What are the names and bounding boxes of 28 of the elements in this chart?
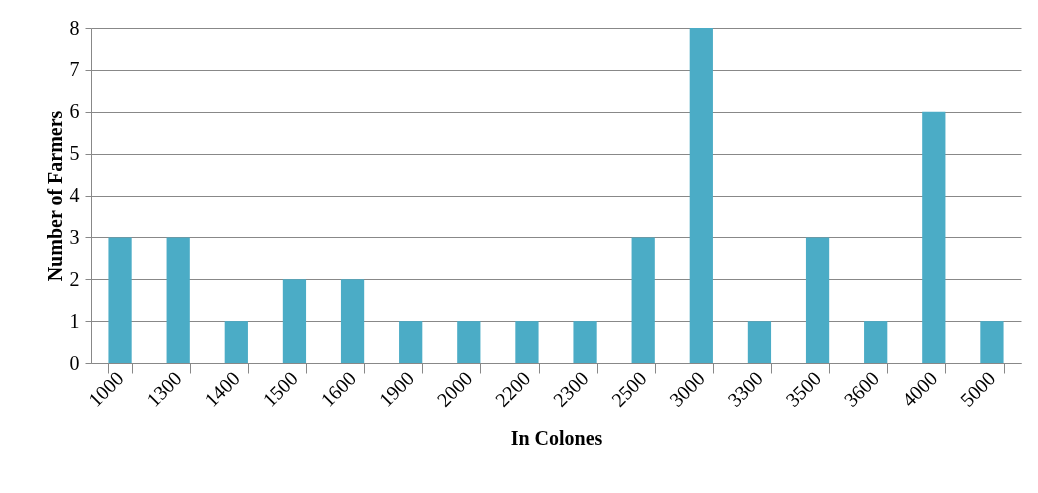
- y-tick-label: 0: [69, 351, 80, 374]
- bar: [224, 321, 248, 363]
- bar: [864, 321, 888, 363]
- bar: [689, 28, 713, 363]
- y-tick-label: 8: [69, 16, 80, 39]
- bar: [980, 321, 1004, 363]
- bar: [631, 237, 655, 363]
- bar: [282, 279, 307, 363]
- bar: [340, 279, 365, 363]
- y-tick-label: 3: [69, 225, 80, 248]
- x-tick-label: 4000: [897, 367, 942, 411]
- y-tick-label: 7: [69, 58, 80, 81]
- y-tick-label: 6: [69, 100, 80, 123]
- bar: [399, 321, 423, 363]
- y-tick-label: 1: [69, 309, 80, 332]
- y-axis-title: Number of Farmers: [43, 110, 66, 282]
- bar: [573, 321, 597, 363]
- bar: [166, 237, 190, 363]
- bar: [805, 237, 830, 363]
- bar: [747, 321, 772, 363]
- bar: [922, 111, 946, 363]
- y-tick-label: 2: [69, 267, 80, 290]
- bar: [457, 321, 481, 363]
- x-axis-title: In Colones: [510, 426, 603, 449]
- bar: [108, 237, 132, 363]
- bar: [515, 321, 539, 363]
- y-tick-label: 5: [69, 142, 80, 165]
- y-tick-label: 4: [69, 184, 80, 206]
